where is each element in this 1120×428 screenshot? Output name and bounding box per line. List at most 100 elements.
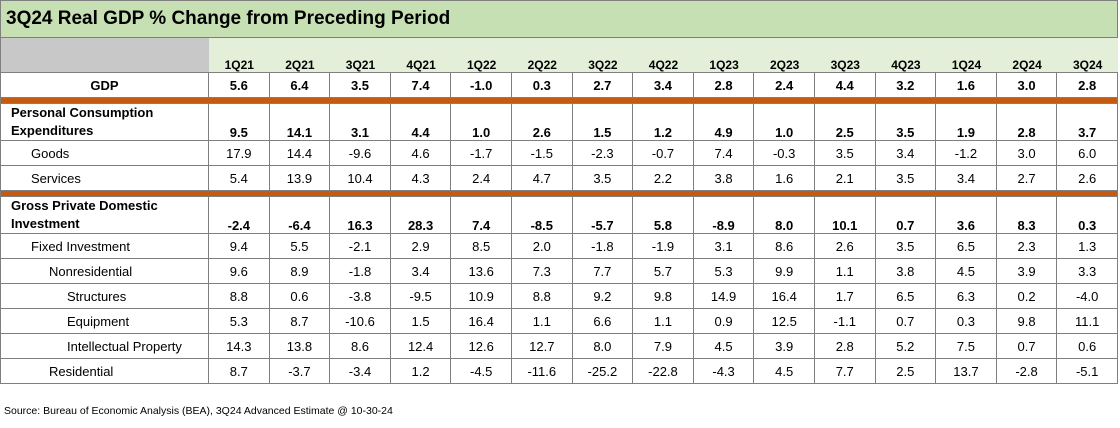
table-cell: 7.3 <box>510 258 573 284</box>
table-cell: 1.2 <box>389 358 452 384</box>
table-cell: 2.6 <box>813 233 876 259</box>
table-row: Fixed Investment 9.4 5.5 -2.1 2.9 8.5 2.0 -1.8-… <box>0 233 1118 259</box>
table-cell: 12.7 <box>510 333 573 359</box>
row-header-blank <box>1 38 209 72</box>
column-header: 4Q21 <box>406 58 436 72</box>
table-cell: 2.6 <box>510 103 573 141</box>
table-cell: 1.5 <box>571 103 634 141</box>
table-cell: -4.0 <box>1056 283 1118 309</box>
column-header: 3Q22 <box>588 58 618 72</box>
table-cell: 0.6 <box>268 283 331 309</box>
table-cell: -2.1 <box>329 233 391 259</box>
table-cell: 2.8 <box>995 103 1058 141</box>
table-cell: -1.7 <box>450 140 512 166</box>
table-cell: 8.7 <box>268 308 331 334</box>
table-cell: 0.7 <box>874 196 937 234</box>
table-cell: 3.4 <box>632 72 694 98</box>
table-cell: 13.9 <box>268 165 331 191</box>
table-cell: 5.7 <box>632 258 694 284</box>
table-cell: 4.9 <box>692 103 755 141</box>
table-cell: 3.5 <box>874 233 937 259</box>
table-row: Services 5.4 13.9 10.4 4.3 2.4 4.7 3.5 2.2 3.8 1.6… <box>0 165 1118 191</box>
table-cell: 2.8 <box>1056 72 1118 98</box>
row-label: Structures <box>0 283 210 309</box>
table-cell: 2.0 <box>510 233 573 259</box>
table-cell: 3.7 <box>1056 103 1118 141</box>
table-cell: 1.7 <box>813 283 876 309</box>
table-cell: -3.8 <box>329 283 391 309</box>
table-cell: 3.4 <box>874 140 937 166</box>
table-cell: 9.8 <box>995 308 1058 334</box>
table-cell: -2.3 <box>571 140 634 166</box>
table-cell: 2.4 <box>450 165 512 191</box>
table-cell: -8.5 <box>510 196 573 234</box>
table-cell: 4.5 <box>692 333 755 359</box>
table-cell: 0.3 <box>935 308 997 334</box>
table-cell: 10.1 <box>813 196 876 234</box>
table-cell: 2.8 <box>692 72 755 98</box>
table-cell: 3.2 <box>874 72 937 98</box>
table-cell: -1.0 <box>450 72 512 98</box>
table-cell: 3.9 <box>995 258 1058 284</box>
table-cell: 1.1 <box>510 308 573 334</box>
table-cell: 8.0 <box>753 196 815 234</box>
table-cell: 9.5 <box>208 103 270 141</box>
column-header: 1Q22 <box>467 58 497 72</box>
column-header: 1Q24 <box>951 58 982 72</box>
table-cell: -3.4 <box>329 358 391 384</box>
table-row: GDP 5.6 6.4 3.5 7.4 -1.0 0.3 2.7 3.4 2.8 2.4 4.4 3.2… <box>0 72 1118 98</box>
table-cell: -1.2 <box>935 140 997 166</box>
table-cell: -4.3 <box>692 358 755 384</box>
table-cell: -11.6 <box>510 358 573 384</box>
table-cell: 12.4 <box>389 333 452 359</box>
table-row: Personal Consumption Expenditures 9.5 14.1… <box>0 103 1118 141</box>
table-cell: 7.5 <box>935 333 997 359</box>
table-cell: 0.6 <box>1056 333 1118 359</box>
column-headers: 1Q21 2Q21 3Q21 4Q21 1Q22 2Q22 3Q22 4Q22 1Q23 2Q23… <box>209 38 1118 72</box>
table-cell: 14.1 <box>268 103 331 141</box>
table-cell: 12.5 <box>753 308 815 334</box>
table-cell: 5.3 <box>208 308 270 334</box>
table-cell: 3.1 <box>692 233 755 259</box>
table-cell: 8.8 <box>208 283 270 309</box>
table-cell: 12.6 <box>450 333 512 359</box>
table-cell: -1.1 <box>813 308 876 334</box>
row-label: Gross Private Domestic Investment <box>0 196 210 234</box>
table-cell: 2.7 <box>995 165 1058 191</box>
table-cell: 6.3 <box>935 283 997 309</box>
row-label: Residential <box>0 358 210 384</box>
table-cell: 7.9 <box>632 333 694 359</box>
table-cell: 6.5 <box>935 233 997 259</box>
column-header: 4Q23 <box>891 58 921 72</box>
row-label: Nonresidential <box>0 258 210 284</box>
table-cell: 2.8 <box>813 333 876 359</box>
table-cell: 5.2 <box>874 333 937 359</box>
table-cell: 6.0 <box>1056 140 1118 166</box>
table-row: Nonresidential 9.6 8.9 -1.8 3.4 13.6 7.3 7.7 5.7… <box>0 258 1118 284</box>
row-label: Equipment <box>0 308 210 334</box>
table-cell: 1.6 <box>935 72 997 98</box>
table-cell: -25.2 <box>571 358 634 384</box>
table-cell: 2.5 <box>874 358 937 384</box>
row-label: Services <box>0 165 210 191</box>
table-cell: 8.6 <box>329 333 391 359</box>
table-cell: 4.4 <box>389 103 452 141</box>
row-label: GDP <box>0 72 210 98</box>
table-cell: -1.8 <box>329 258 391 284</box>
table-cell: 2.3 <box>995 233 1058 259</box>
table-cell: 3.3 <box>1056 258 1118 284</box>
table-cell: 3.4 <box>389 258 452 284</box>
row-label: Intellectual Property <box>0 333 210 359</box>
table-cell: -3.7 <box>268 358 331 384</box>
table-title: 3Q24 Real GDP % Change from Preceding Pe… <box>6 8 451 29</box>
table-cell: 3.5 <box>813 140 876 166</box>
table-cell: 16.3 <box>329 196 391 234</box>
table-row: Structures 8.8 0.6 -3.8 -9.5 10.9 8.8 9.2 9.8 14.… <box>0 283 1118 309</box>
table-cell: 9.4 <box>208 233 270 259</box>
table-cell: 2.1 <box>813 165 876 191</box>
table-cell: 9.9 <box>753 258 815 284</box>
column-header: 2Q24 <box>1012 58 1042 72</box>
table-cell: 1.9 <box>935 103 997 141</box>
table-cell: 3.5 <box>571 165 634 191</box>
table-cell: 6.5 <box>874 283 937 309</box>
